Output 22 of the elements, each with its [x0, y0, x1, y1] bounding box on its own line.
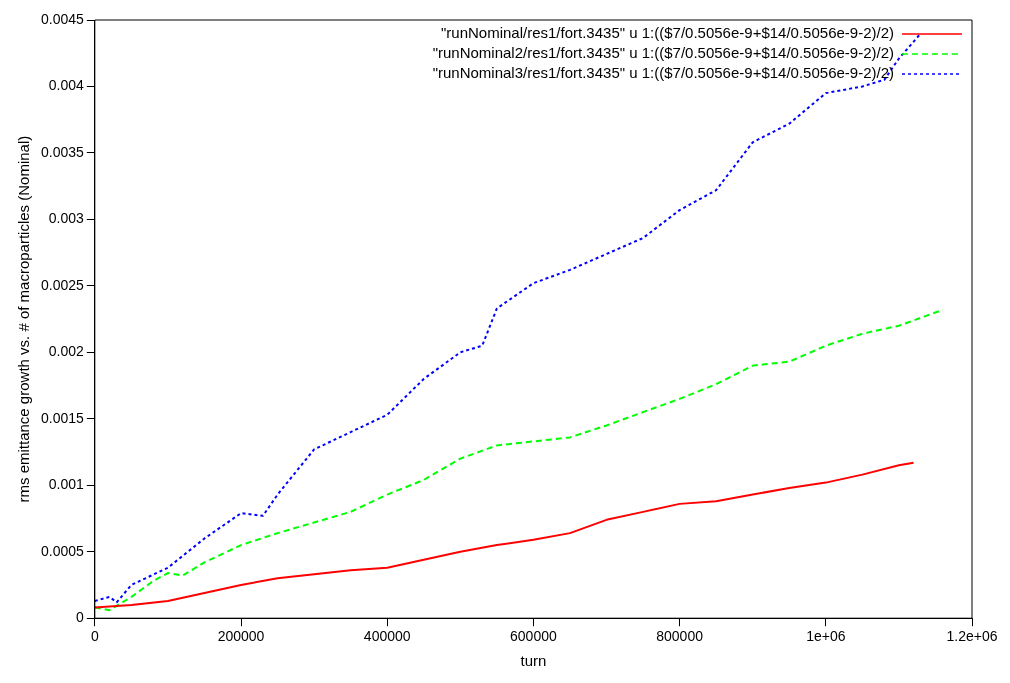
y-tick-label: 0.0045 — [40, 10, 85, 27]
y-tick-label: 0.003 — [48, 210, 85, 227]
legend-label: "runNominal/res1/fort.3435" u 1:(($7/0.5056e-9+$14/0.5056e-9-2)/2) — [440, 24, 894, 42]
x-tick-label: 600000 — [510, 628, 557, 645]
y-axis-title: rms emittance growth vs. # of macroparticles (Nominal) — [15, 135, 33, 503]
legend-label: "runNominal2/res1/fort.3435" u 1:(($7/0.5056e-9+$14/0.5056e-9-2)/2) — [432, 44, 894, 62]
y-tick-label: 0.0005 — [40, 542, 85, 559]
x-tick-label: 1e+06 — [806, 628, 846, 645]
y-tick-label: 0.0025 — [40, 276, 85, 293]
y-tick-label: 0.002 — [48, 343, 85, 360]
x-tick-label: 200000 — [217, 628, 265, 645]
y-tick-label: 0.001 — [48, 476, 85, 493]
y-tick-label: 0.0015 — [40, 409, 85, 426]
y-tick-label: 0.0035 — [40, 143, 85, 160]
x-tick-label: 400000 — [363, 628, 411, 645]
x-axis-title: turn — [520, 652, 547, 670]
y-tick-label: 0.004 — [48, 77, 85, 94]
legend-label: "runNominal3/res1/fort.3435" u 1:(($7/0.5056e-9+$14/0.5056e-9-2)/2) — [432, 64, 894, 82]
x-tick-label: 1.2e+06 — [946, 628, 998, 645]
x-tick-label: 0 — [90, 628, 99, 645]
y-tick-label: 0 — [76, 609, 85, 626]
x-tick-label: 800000 — [656, 628, 704, 645]
